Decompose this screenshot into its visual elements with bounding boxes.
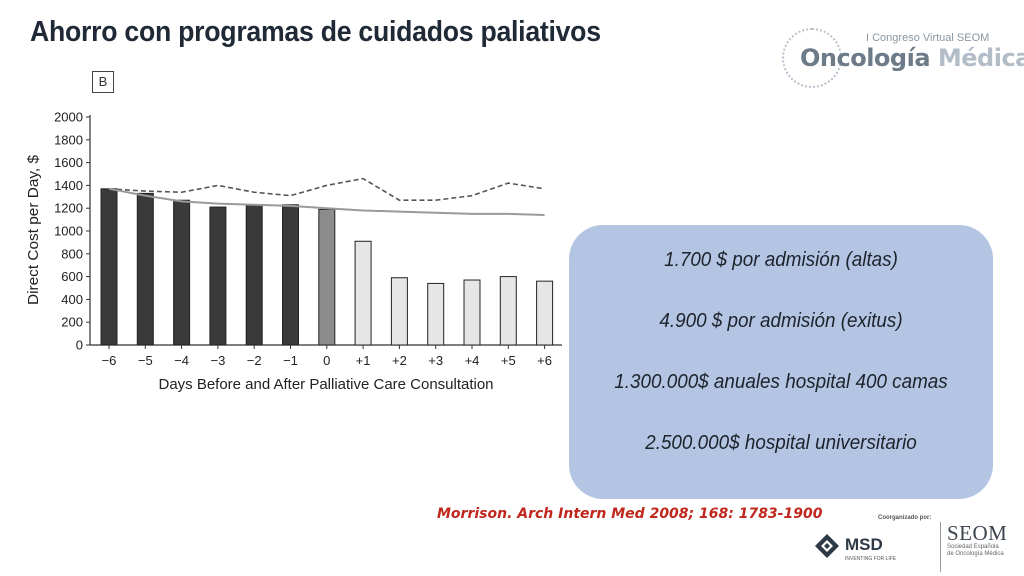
x-tick-label: −1 xyxy=(283,353,298,368)
x-tick-label: +5 xyxy=(501,353,516,368)
savings-callout: 1.700 $ por admisión (altas) 4.900 $ por… xyxy=(569,225,993,499)
seom-logo: SEOM Sociedad Española de Oncología Médi… xyxy=(940,522,1024,572)
logo-word-2: Médica xyxy=(937,44,1024,72)
x-tick-label: −3 xyxy=(210,353,225,368)
bar-−1 xyxy=(282,204,299,346)
seom-subtitle: Sociedad Española de Oncología Médica xyxy=(947,544,1004,557)
y-tick-label: 1800 xyxy=(54,132,83,147)
bar-+1 xyxy=(354,240,372,346)
callout-line-4: 2.500.000$ hospital universitario xyxy=(645,431,917,454)
logo-word-1: Oncología xyxy=(800,44,931,72)
citation: Morrison. Arch Intern Med 2008; 168: 178… xyxy=(437,506,823,522)
logo-main-text: Oncología Médica xyxy=(800,44,1024,72)
x-tick-label: +3 xyxy=(428,353,443,368)
bar-+6 xyxy=(536,280,554,346)
msd-tagline: INVENTING FOR LIFE xyxy=(845,556,897,562)
y-tick-label: 1600 xyxy=(54,155,83,170)
y-axis-label: Direct Cost per Day, $ xyxy=(25,154,42,305)
bar-−6 xyxy=(100,188,118,346)
y-tick-label: 1000 xyxy=(54,224,83,239)
x-tick-label: 0 xyxy=(323,353,330,368)
bar-0 xyxy=(318,208,336,346)
trend-line-solid xyxy=(108,187,545,217)
y-tick-label: 1400 xyxy=(54,178,83,193)
msd-logo: MSD INVENTING FOR LIFE xyxy=(815,531,897,567)
bar-−3 xyxy=(209,206,227,346)
bar-+2 xyxy=(390,277,408,346)
congress-logo: I Congreso Virtual SEOM Oncología Médica xyxy=(778,28,1024,90)
callout-line-3: 1.300.000$ anuales hospital 400 camas xyxy=(614,370,948,393)
panel-label: B xyxy=(92,71,114,93)
y-tick-label: 1200 xyxy=(54,201,83,216)
logo-ring-icon xyxy=(782,28,842,88)
bar-+4 xyxy=(463,279,481,346)
callout-line-1: 1.700 $ por admisión (altas) xyxy=(664,248,898,271)
bar-−2 xyxy=(245,204,263,346)
bar-−5 xyxy=(136,192,154,346)
x-tick-label: +2 xyxy=(392,353,407,368)
y-tick-label: 0 xyxy=(76,338,83,353)
bar-+3 xyxy=(427,282,445,346)
x-tick-label: −5 xyxy=(138,353,153,368)
msd-name: MSD xyxy=(845,535,883,554)
logo-top-text: I Congreso Virtual SEOM xyxy=(866,32,990,44)
y-tick-label: 800 xyxy=(61,246,83,261)
callout-line-2: 4.900 $ por admisión (exitus) xyxy=(659,309,903,332)
x-tick-label: −2 xyxy=(247,353,262,368)
x-tick-label: −4 xyxy=(174,353,189,368)
bar-+5 xyxy=(499,276,517,346)
y-tick-label: 200 xyxy=(61,315,83,330)
comparison-line-dashed xyxy=(108,177,545,202)
coorganized-label: Coorganizado por: xyxy=(878,515,932,521)
bar-−4 xyxy=(173,199,191,346)
y-tick-label: 400 xyxy=(61,292,83,307)
x-tick-label: +4 xyxy=(465,353,480,368)
x-tick-label: −6 xyxy=(102,353,117,368)
x-tick-label: +6 xyxy=(537,353,552,368)
cost-chart: 0 200 400 600 800 1000 1200 1400 1600 1800 2000 −6 −… xyxy=(25,110,562,393)
slide-title: Ahorro con programas de cuidados paliati… xyxy=(30,16,601,48)
seom-name: SEOM xyxy=(947,521,1008,545)
y-tick-label: 600 xyxy=(61,269,83,284)
y-tick-label: 2000 xyxy=(54,110,83,125)
x-tick-label: +1 xyxy=(356,353,371,368)
x-axis-label: Days Before and After Palliative Care Co… xyxy=(159,376,494,393)
msd-mark-icon xyxy=(815,534,839,558)
